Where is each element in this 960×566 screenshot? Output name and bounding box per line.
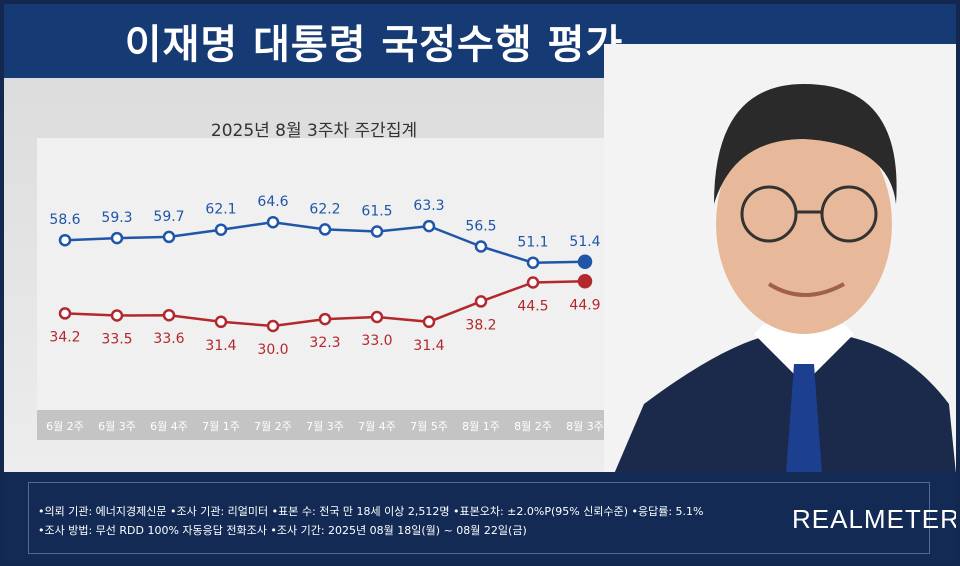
data-label: 38.2 (465, 317, 496, 333)
data-label: 33.5 (101, 332, 132, 348)
realmeter-logo: REALMETER (792, 504, 956, 534)
data-label: 44.9 (569, 297, 600, 313)
data-point (110, 231, 124, 245)
x-tick-label: 7월 3주 (306, 420, 344, 433)
face (716, 114, 892, 334)
data-point (577, 254, 593, 270)
footer (4, 472, 956, 562)
data-label: 51.1 (517, 235, 548, 251)
data-label: 62.2 (309, 201, 340, 217)
data-label: 33.6 (153, 331, 184, 347)
data-point (266, 215, 280, 229)
glasses-left (740, 185, 798, 243)
data-point (58, 233, 72, 247)
data-point (162, 230, 176, 244)
data-point (474, 240, 488, 253)
data-point (370, 225, 384, 238)
x-tick-label: 8월 1주 (462, 420, 500, 433)
data-label: 34.2 (49, 329, 80, 345)
data-label: 31.4 (205, 338, 236, 354)
plot-area (37, 138, 617, 410)
data-point (370, 310, 384, 324)
data-label: 58.6 (49, 212, 80, 228)
glasses-right (820, 185, 878, 243)
data-point (474, 295, 488, 308)
x-tick-label: 7월 5주 (410, 420, 448, 433)
data-label: 63.3 (413, 198, 444, 214)
data-label: 59.7 (153, 209, 184, 225)
suit (614, 334, 956, 474)
footer-box (28, 482, 930, 554)
x-tick-label: 7월 4주 (358, 420, 396, 433)
data-point (526, 256, 540, 269)
x-axis-band (37, 410, 617, 440)
line-chart: 6월 2주 6월 3주 6월 4주 7월 1주 7월 2주 7월 3주 7월 4주 7월 5주… (37, 138, 617, 440)
x-tick-label: 6월 3주 (98, 420, 136, 433)
tie (786, 364, 822, 474)
data-point (214, 223, 228, 236)
data-point (58, 307, 72, 320)
survey-info-line-1: •의뢰 기관: 에너지경제신문 •조사 기관: 리얼미터 •표본 수: 전국 만… (38, 505, 704, 518)
data-label: 44.5 (517, 299, 548, 315)
chart-subtitle: 2025년 8월 3주차 주간집계 (210, 121, 418, 141)
data-point (318, 223, 332, 236)
data-label: 61.5 (361, 204, 392, 220)
data-point (110, 309, 124, 322)
data-point (422, 219, 436, 233)
x-tick-label: 6월 2주 (46, 420, 84, 433)
hair (714, 84, 897, 204)
data-label: 56.5 (465, 219, 496, 235)
data-point (422, 315, 436, 329)
data-label: 31.4 (413, 338, 444, 354)
title-bar: 이재명 대통령 국정수행 평가 (4, 4, 956, 78)
data-point (266, 319, 280, 333)
data-label: 33.0 (361, 333, 392, 349)
data-point (526, 276, 540, 289)
x-tick-label: 7월 1주 (202, 420, 240, 433)
data-point (214, 315, 228, 329)
data-label: 30.0 (257, 342, 288, 358)
x-tick-label: 8월 3주 (566, 420, 604, 433)
president-photo (604, 44, 956, 474)
x-tick-label: 7월 2주 (254, 420, 292, 433)
data-label: 32.3 (309, 335, 340, 351)
data-label: 62.1 (205, 202, 236, 218)
data-label: 64.6 (257, 194, 288, 210)
infographic: 이재명 대통령 국정수행 평가 2025년 8월 3주차 주간집계 6월 2주 6… (4, 4, 956, 562)
x-tick-label: 8월 2주 (514, 420, 552, 433)
data-point (162, 308, 176, 322)
data-point (318, 312, 332, 326)
data-label: 59.3 (101, 210, 132, 226)
page-title: 이재명 대통령 국정수행 평가 (124, 22, 624, 68)
x-tick-label: 6월 4주 (150, 420, 188, 433)
survey-info-line-2: •조사 방법: 무선 RDD 100% 자동응답 전화조사 •조사 기간: 20… (38, 524, 527, 537)
data-point (577, 274, 593, 289)
data-label: 51.4 (569, 234, 600, 250)
